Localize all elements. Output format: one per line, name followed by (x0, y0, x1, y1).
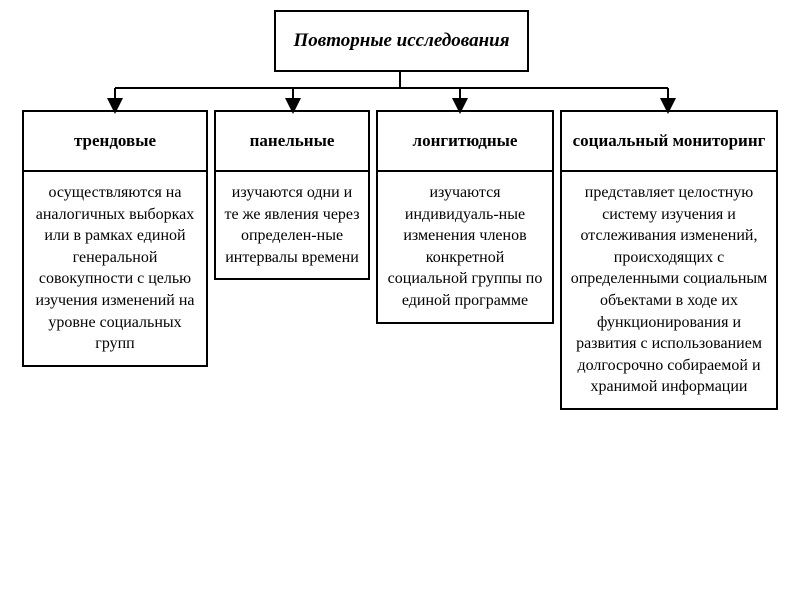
column-header: социальный мониторинг (560, 110, 778, 172)
column-monitoring: социальный мониторинг представляет целос… (560, 110, 778, 410)
column-body: изучаются одни и те же явления через опр… (214, 172, 370, 280)
column-panel: панельные изучаются одни и те же явления… (214, 110, 370, 410)
column-header: лонгитюдные (376, 110, 554, 172)
root-title: Повторные исследования (293, 29, 509, 53)
column-header: панельные (214, 110, 370, 172)
root-box: Повторные исследования (274, 10, 529, 72)
header-text: социальный мониторинг (573, 131, 766, 151)
column-body: осуществляются на аналогичных выборках и… (22, 172, 208, 367)
column-header: трендовые (22, 110, 208, 172)
header-text: лонгитюдные (413, 131, 518, 151)
column-body: представляет целостную систему изучения … (560, 172, 778, 410)
columns-container: трендовые осуществляются на аналогичных … (22, 110, 778, 410)
column-longitudinal: лонгитюдные изучаются индивидуаль-ные из… (376, 110, 554, 410)
column-body: изучаются индивидуаль-ные изменения член… (376, 172, 554, 324)
column-trend: трендовые осуществляются на аналогичных … (22, 110, 208, 410)
header-text: трендовые (74, 131, 156, 151)
header-text: панельные (250, 131, 335, 151)
